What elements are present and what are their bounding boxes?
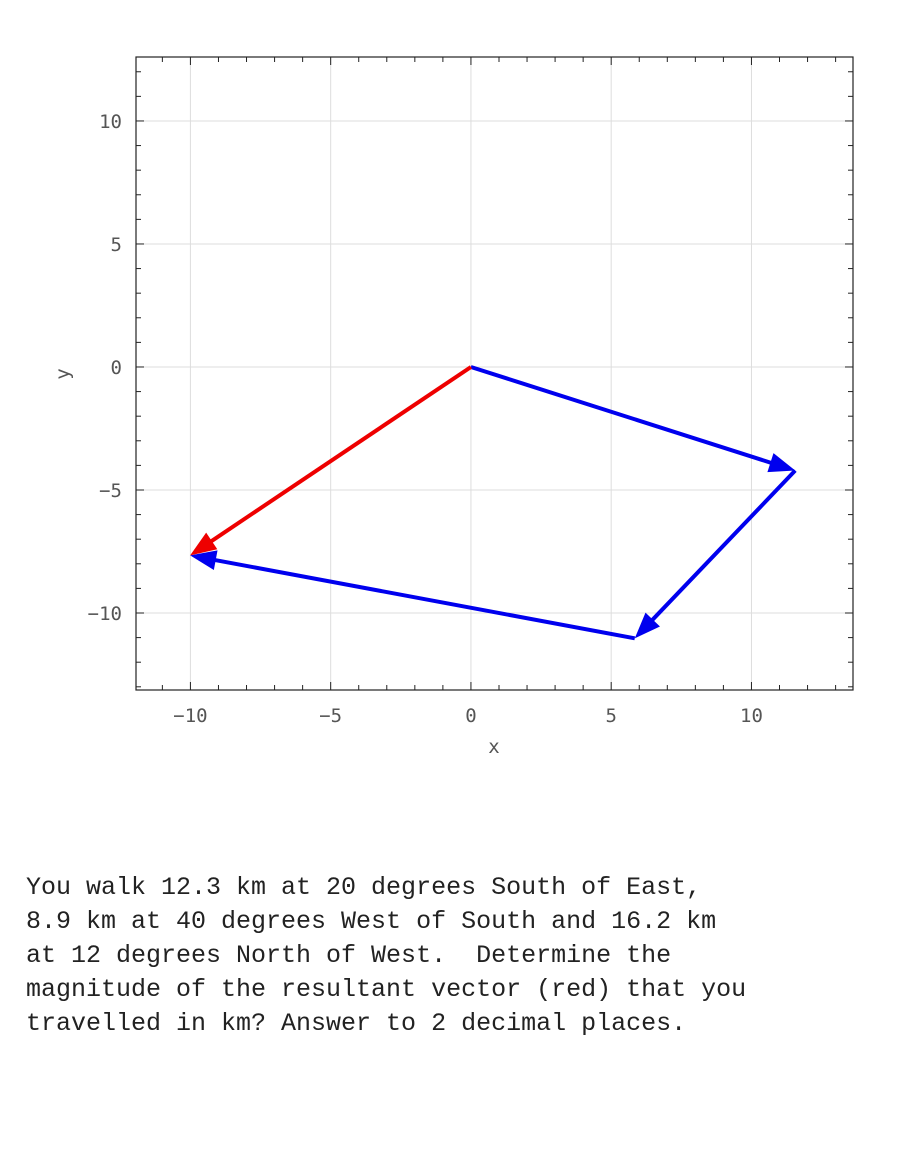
y-tick-label: 0 (111, 357, 122, 379)
x-tick-label: −5 (319, 705, 342, 727)
leg-2-arrowhead (634, 612, 660, 639)
y-tick-label: −10 (88, 603, 122, 625)
x-tick-label: 5 (605, 705, 616, 727)
y-tick-label: 5 (111, 234, 122, 256)
leg-3-arrowhead (190, 550, 218, 571)
resultant-vector (207, 365, 473, 545)
leg-2-vector (648, 469, 797, 624)
resultant-arrowhead (190, 532, 218, 556)
x-tick-label: 10 (740, 705, 763, 727)
y-axis-label: y (52, 368, 74, 379)
vector-plot: −10 −5 0 5 10 −10 −5 0 5 10 x y (52, 56, 854, 758)
leg-1-vector (470, 365, 775, 466)
vectors (190, 365, 797, 641)
plot-frame (135, 56, 854, 691)
x-axis-label: x (488, 736, 499, 758)
y-tick-label: 10 (99, 111, 122, 133)
x-tick-label: −10 (173, 705, 207, 727)
ticks (136, 57, 853, 690)
question-text: You walk 12.3 km at 20 degrees South of … (26, 873, 747, 1038)
y-tick-label: −5 (99, 480, 122, 502)
leg-1-arrowhead (767, 453, 796, 473)
tick-labels: −10 −5 0 5 10 −10 −5 0 5 10 (88, 111, 763, 727)
x-tick-label: 0 (465, 705, 476, 727)
leg-3-vector (211, 557, 636, 641)
